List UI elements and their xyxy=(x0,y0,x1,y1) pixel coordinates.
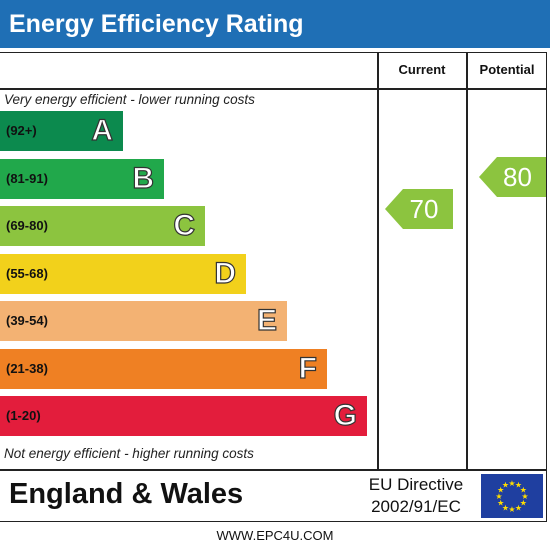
flag-star: ★ xyxy=(495,492,502,501)
flag-star: ★ xyxy=(515,503,522,512)
flag-star: ★ xyxy=(497,486,504,495)
rating-bar-e: (39-54) E xyxy=(0,301,287,341)
inefficient-note: Not energy efficient - higher running co… xyxy=(4,446,254,461)
rating-letter: A xyxy=(91,113,114,147)
potential-column-header: Potential xyxy=(479,62,535,77)
rating-range: (69-80) xyxy=(6,218,48,233)
current-column-header: Current xyxy=(398,62,446,77)
rating-range: (81-91) xyxy=(6,171,48,186)
flag-star: ★ xyxy=(502,481,509,490)
directive-line-1: EU Directive xyxy=(368,475,464,494)
header-rule xyxy=(0,88,547,90)
flag-star: ★ xyxy=(502,503,509,512)
rating-bar-b: (81-91) B xyxy=(0,159,164,199)
flag-star: ★ xyxy=(515,481,522,490)
divider-current xyxy=(377,52,379,470)
footer-rule xyxy=(0,469,547,471)
rating-letter: F xyxy=(298,351,318,385)
rating-range: (39-54) xyxy=(6,313,48,328)
rating-letter: C xyxy=(173,208,196,242)
rating-bar-a: (92+) A xyxy=(0,111,123,151)
rating-bar-c: (69-80) C xyxy=(0,206,205,246)
divider-potential xyxy=(466,52,468,470)
flag-star: ★ xyxy=(521,492,528,501)
rating-letter: G xyxy=(333,398,358,432)
flag-star: ★ xyxy=(508,505,515,514)
rating-letter: D xyxy=(214,256,237,290)
eu-directive: EU Directive 2002/91/EC xyxy=(356,474,476,518)
rating-bar-f: (21-38) F xyxy=(0,349,327,389)
eu-flag-icon: ★ ★ ★ ★ ★ ★ ★ ★ ★ ★ ★ ★ xyxy=(481,474,543,518)
website-label: WWW.EPC4U.COM xyxy=(216,528,334,543)
flag-star: ★ xyxy=(497,499,504,508)
rating-range: (55-68) xyxy=(6,266,48,281)
region-label: England & Wales xyxy=(9,478,244,510)
rating-range: (92+) xyxy=(6,123,37,138)
flag-star: ★ xyxy=(508,479,515,488)
current-rating-value: 70 xyxy=(409,194,439,224)
flag-star: ★ xyxy=(520,499,527,508)
directive-line-2: 2002/91/EC xyxy=(371,497,461,516)
efficient-note: Very energy efficient - lower running co… xyxy=(4,92,255,107)
rating-frame xyxy=(0,52,547,522)
potential-rating-value: 80 xyxy=(503,162,532,192)
rating-letter: E xyxy=(256,303,277,337)
rating-range: (1-20) xyxy=(6,408,41,423)
flag-star: ★ xyxy=(520,486,527,495)
page-title: Energy Efficiency Rating xyxy=(0,0,550,48)
rating-range: (21-38) xyxy=(6,361,48,376)
rating-bar-d: (55-68) D xyxy=(0,254,246,294)
rating-bar-g: (1-20) G xyxy=(0,396,367,436)
rating-letter: B xyxy=(132,161,155,195)
